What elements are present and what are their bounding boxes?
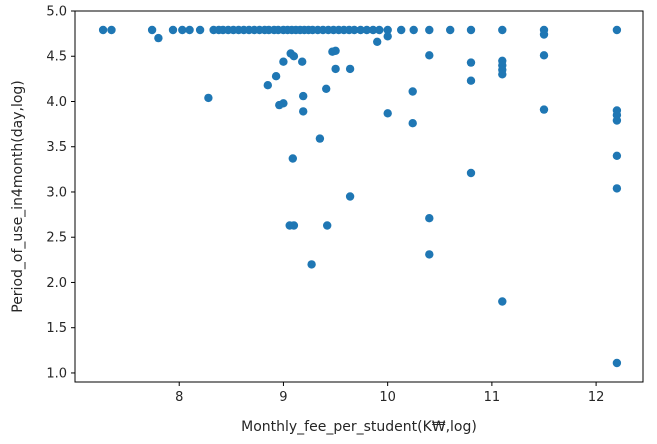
y-tick-label: 4.5 xyxy=(46,50,67,65)
data-point xyxy=(98,25,108,35)
y-tick-label: 2.5 xyxy=(46,231,67,246)
x-tick-label: 9 xyxy=(279,390,287,405)
y-tick-label: 3.0 xyxy=(46,185,67,200)
data-point xyxy=(373,37,382,46)
data-point xyxy=(289,221,299,230)
y-tick-label: 3.5 xyxy=(46,140,67,155)
plot-area-frame xyxy=(74,10,644,383)
y-axis: 1.0 1.5 2.0 2.5 3.0 3.5 4.0 4.5 5.0 xyxy=(46,5,75,381)
data-point xyxy=(107,25,116,35)
y-tick-label: 5.0 xyxy=(46,5,67,20)
data-point xyxy=(539,30,549,39)
data-point xyxy=(612,25,622,35)
data-point xyxy=(425,214,434,223)
data-point xyxy=(289,52,299,61)
data-point xyxy=(168,25,178,35)
data-point xyxy=(263,81,272,90)
data-point xyxy=(612,151,622,160)
data-point xyxy=(356,25,365,35)
x-tick-label: 10 xyxy=(379,390,396,405)
data-point xyxy=(185,25,194,35)
data-point xyxy=(383,25,392,35)
data-point xyxy=(275,100,284,110)
data-point xyxy=(466,25,476,35)
data-point xyxy=(466,168,476,178)
data-point xyxy=(345,192,355,201)
data-point xyxy=(331,64,340,74)
data-point xyxy=(204,93,213,103)
data-point xyxy=(299,107,308,116)
y-tick-label: 1.5 xyxy=(46,321,67,336)
data-point xyxy=(425,25,434,35)
data-point xyxy=(195,25,205,35)
data-point xyxy=(322,84,331,94)
data-point xyxy=(299,91,308,101)
data-point xyxy=(323,221,332,230)
data-point xyxy=(178,25,187,35)
x-axis: 8 9 10 11 12 xyxy=(175,382,604,405)
data-point xyxy=(612,184,622,193)
data-point xyxy=(466,58,476,67)
data-point xyxy=(409,25,418,35)
data-point xyxy=(425,51,434,60)
data-point xyxy=(612,358,622,368)
data-point xyxy=(466,76,476,85)
data-point xyxy=(408,119,417,128)
data-point xyxy=(408,87,417,96)
data-points xyxy=(98,25,622,368)
data-point xyxy=(271,72,281,81)
data-point xyxy=(539,105,549,114)
y-axis-label: Period_of_use_in4month(day,log) xyxy=(10,80,26,313)
data-point xyxy=(154,33,163,43)
data-point xyxy=(362,25,371,35)
x-tick-label: 8 xyxy=(175,390,183,405)
data-point xyxy=(498,297,507,306)
y-tick-label: 1.0 xyxy=(46,366,67,381)
data-point xyxy=(147,25,157,35)
data-point xyxy=(425,250,434,259)
data-point xyxy=(307,260,316,269)
data-point xyxy=(498,25,507,35)
y-tick-label: 4.0 xyxy=(46,95,67,110)
data-point xyxy=(375,25,384,35)
data-point xyxy=(298,57,307,66)
data-point xyxy=(368,25,378,35)
data-point xyxy=(288,154,297,163)
data-point xyxy=(350,25,359,35)
x-tick-label: 11 xyxy=(484,390,501,405)
x-tick-label: 12 xyxy=(588,390,605,405)
data-point xyxy=(383,32,392,41)
data-point xyxy=(612,116,622,125)
data-point xyxy=(279,57,288,66)
data-point xyxy=(328,47,337,56)
data-point xyxy=(446,25,455,35)
data-point xyxy=(397,25,406,35)
data-point xyxy=(315,134,325,143)
data-point xyxy=(498,70,507,79)
data-point xyxy=(383,109,392,118)
y-tick-label: 2.0 xyxy=(46,276,67,291)
data-point xyxy=(539,51,549,60)
x-axis-label: Monthly_fee_per_student(K₩,log) xyxy=(241,419,477,435)
data-point xyxy=(345,64,355,74)
